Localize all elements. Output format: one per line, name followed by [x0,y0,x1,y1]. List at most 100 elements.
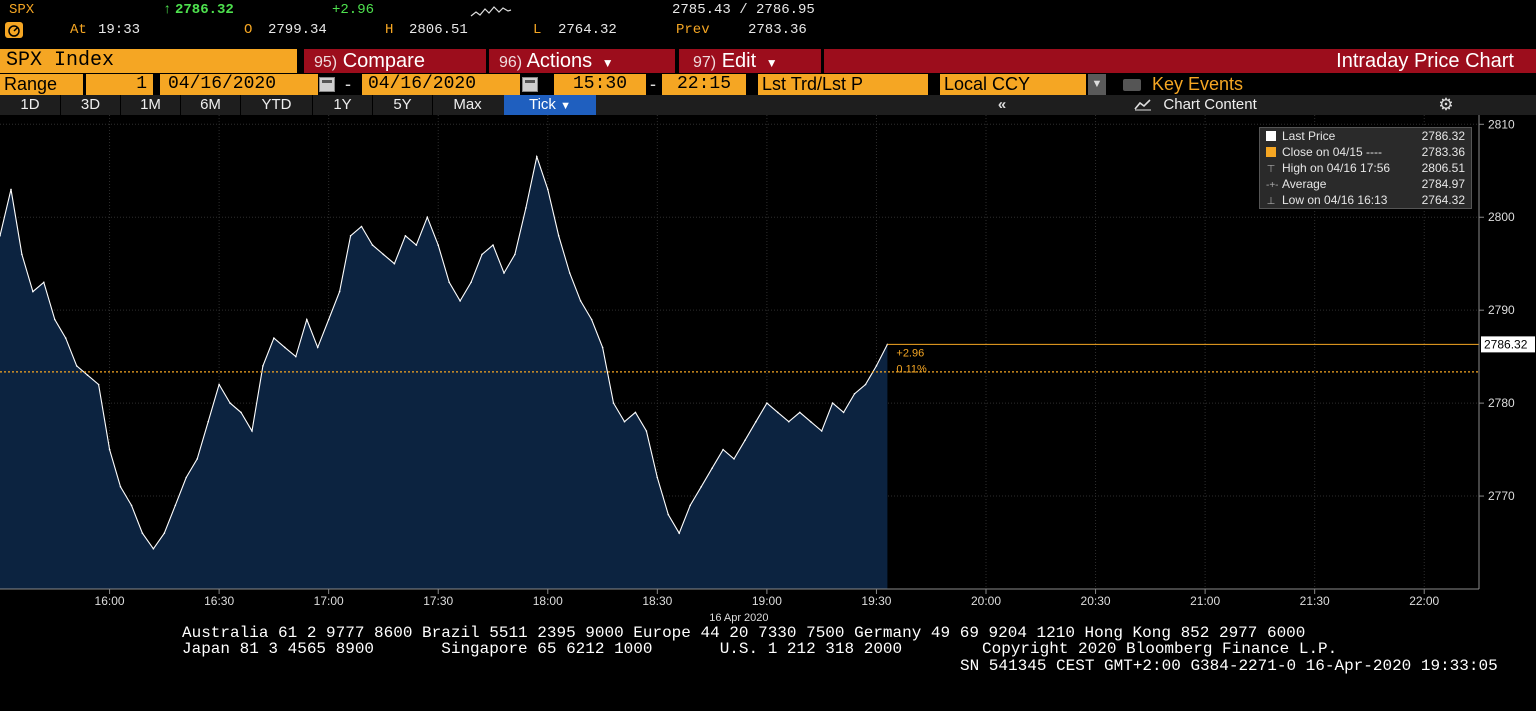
start-time-input[interactable]: 15:30 [554,74,646,95]
price-point [514,253,516,256]
price-point [481,253,483,256]
calendar-icon[interactable] [319,77,335,92]
price-point [525,207,527,209]
actions-button[interactable]: 96) Actions ▼ [489,49,675,73]
legend-label: Average [1282,177,1327,191]
high-value: 2806.51 [409,22,468,38]
period-ytd[interactable]: YTD [240,95,312,115]
quote-header: SPX ↑ 2786.32 +2.96 2785.43 / 2786.95 At… [0,0,1536,48]
chart-content-button[interactable]: Chart Content [1100,95,1290,115]
legend-label: Low on 04/16 16:13 [1282,193,1388,207]
change-pct-label: 0.11% [896,363,927,375]
price-point [174,504,177,507]
quote-ticker: SPX [9,2,35,18]
collapse-icon[interactable]: « [997,96,1007,113]
price-point [119,486,122,488]
price-point [547,188,549,191]
price-point [744,439,746,442]
price-point [875,365,878,367]
price-point [316,346,319,349]
period-tick[interactable]: Tick ▼ [504,95,596,115]
up-arrow-icon: ↑ [163,2,172,18]
chevron-down-icon[interactable]: ▼ [1088,74,1106,95]
price-point [579,300,582,302]
period-3d[interactable]: 3D [60,95,120,115]
price-point [393,262,396,265]
price-point [678,532,680,534]
price-point [43,281,45,284]
last-price: 2786.32 [175,2,234,18]
price-point [130,504,133,507]
period-bar: 1D 3D 1M 6M YTD 1Y 5Y Max Tick ▼ « Chart… [0,95,1536,115]
bid-ask: 2785.43 / 2786.95 [672,2,815,18]
period-max[interactable]: Max [432,95,502,115]
price-point [755,420,757,423]
price-point [404,235,407,237]
period-6m[interactable]: 6M [180,95,240,115]
price-point [799,411,801,414]
price-point [601,346,604,349]
y-tick-label: 2800 [1488,210,1515,224]
y-tick-label: 2770 [1488,489,1515,503]
period-1d[interactable]: 1D [20,96,40,113]
end-date-input[interactable]: 04/16/2020 [362,74,520,95]
page-title: Intraday Price Chart [824,49,1536,73]
legend-value: 2784.97 [1421,177,1465,191]
edit-button[interactable]: 97) Edit ▼ [679,49,821,73]
edit-number: 97) [693,54,717,71]
price-point [32,290,34,293]
currency-select[interactable]: Local CCY [940,74,1086,95]
period-1y[interactable]: 1Y [312,95,372,115]
open-value: 2799.34 [268,22,327,38]
chart-content-icon [1134,99,1152,111]
x-axis-label: 16 Apr 2020 [709,612,768,624]
price-point [820,430,823,432]
price-point [185,476,187,479]
x-tick-label: 17:00 [314,594,344,608]
range-value-input[interactable]: 1 [86,74,153,95]
start-date-input[interactable]: 04/16/2020 [160,74,318,95]
price-point [448,281,451,284]
key-events-checkbox[interactable] [1123,79,1141,91]
price-point [10,188,12,191]
legend-label: Close on 04/15 ---- [1282,145,1383,159]
range-bar: Range 1 04/16/2020 - 04/16/2020 15:30 - … [0,74,1536,95]
x-tick-label: 20:30 [1081,594,1111,608]
y-tick-label: 2790 [1488,303,1515,317]
price-point [273,337,275,339]
gear-icon[interactable]: ⚙ [1438,95,1454,114]
tick-label: Tick [528,96,556,113]
calendar-icon[interactable] [522,77,538,92]
legend-label: Last Price [1282,129,1336,143]
x-tick-label: 16:30 [204,594,234,608]
period-5y[interactable]: 5Y [372,95,432,115]
end-time-input[interactable]: 22:15 [662,74,746,95]
price-point [536,155,538,158]
chart-area [0,154,889,589]
compare-button[interactable]: 95) Compare [304,49,486,73]
x-tick-label: 18:30 [642,594,672,608]
field-select[interactable]: Lst Trd/Lst P [758,74,928,95]
price-point [864,383,867,386]
price-point [360,225,363,228]
security-ticker[interactable]: SPX Index [0,49,297,73]
price-point [240,411,242,414]
x-tick-label: 21:30 [1300,594,1330,608]
actions-number: 96) [499,54,523,71]
y-tick-label: 2810 [1488,117,1515,131]
x-tick-label: 18:00 [533,594,563,608]
low-label: L [533,22,542,38]
legend-high: ⊤ High on 04/16 17:56 2806.51 [1266,160,1467,176]
price-point [284,346,286,349]
price-point [634,411,637,414]
period-1m[interactable]: 1M [120,95,180,115]
footer: Australia 61 2 9777 8600 Brazil 5511 239… [0,624,1536,711]
price-point [831,402,834,404]
chart-legend[interactable]: Last Price 2786.32 Close on 04/15 ---- 2… [1259,127,1472,209]
price-chart[interactable]: +2.96 0.11% 2770 2780 2790 2800 2810 2786.32 1… [0,115,1536,625]
prev-value: 2783.36 [748,22,807,38]
legend-swatch [1266,131,1276,141]
price-point [645,430,648,432]
footer-contacts-2: Japan 81 3 4565 8900 Singapore 65 6212 1… [182,640,903,658]
key-events-label: Key Events [1152,74,1244,94]
